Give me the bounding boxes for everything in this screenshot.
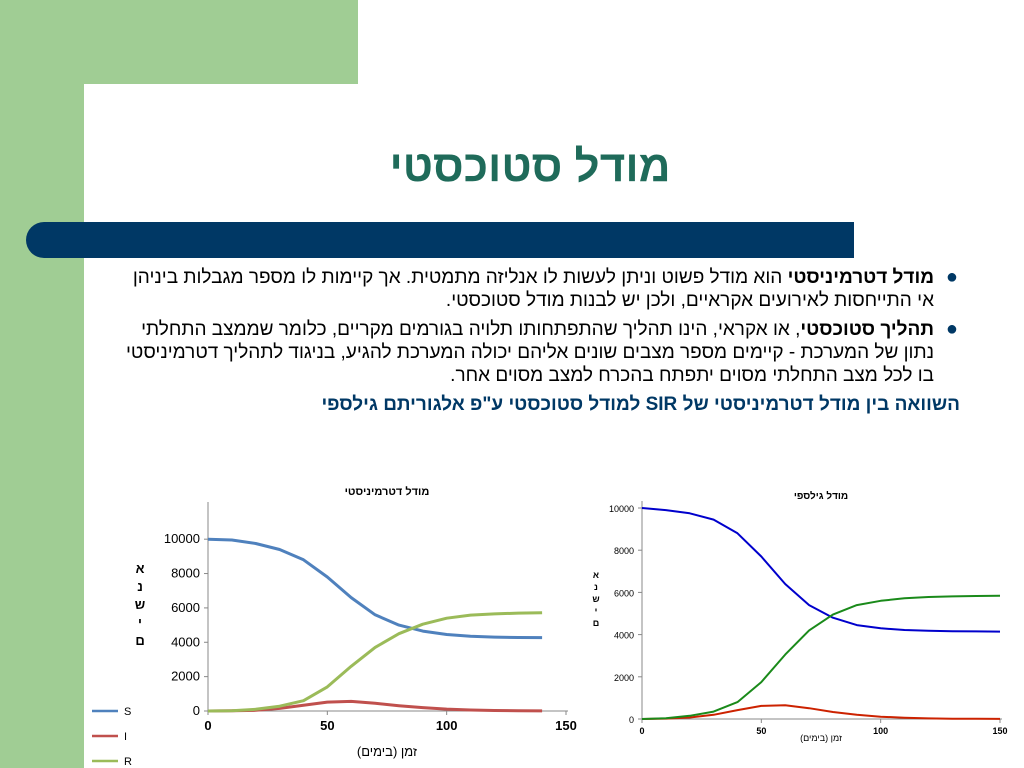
x-tick-label: 0 (204, 718, 211, 733)
chart-gillespie: מודל גילספי 0 2000 4000 6000 8000 10000 0 50 100 1… (592, 490, 1007, 743)
bullet-text: הוא מודל פשוט וניתן לעשות לו אנליזה מתמט… (132, 267, 934, 311)
y-axis-label-letter: ם (135, 633, 144, 648)
decor-green-side (0, 84, 84, 768)
series-line-S (207, 537, 543, 640)
y-tick-label: 4000 (171, 634, 200, 649)
y-tick-label: 8000 (171, 566, 200, 581)
y-tick-label: 10000 (609, 504, 634, 514)
decor-rounded-corner (84, 84, 144, 144)
title-underline-bar (26, 222, 854, 258)
x-tick-label: 0 (639, 726, 644, 736)
chart-title: מודל גילספי (794, 490, 848, 502)
y-tick-label: 4000 (614, 631, 634, 641)
x-tick-label: 150 (992, 726, 1007, 736)
series-line-I (641, 704, 1001, 720)
legend-label: R (124, 756, 132, 768)
y-axis-label-letter: י (138, 615, 142, 630)
legend-label: S (124, 706, 131, 718)
slide-title: מודל סטוכסטי (389, 142, 671, 191)
y-tick-label: 2000 (171, 669, 200, 684)
chart-title: מודל דטרמיניסטי (345, 485, 430, 498)
decor-green-block (0, 0, 358, 84)
legend-label: I (124, 731, 127, 743)
y-axis-label-letter: א (593, 570, 599, 580)
x-tick-label: 150 (555, 718, 577, 733)
x-axis-label: זמן (בימים) (800, 733, 842, 743)
y-tick-label: 6000 (171, 600, 200, 615)
bullet-term: מודל דטרמיניסטי (787, 267, 934, 288)
x-axis-label: זמן (בימים) (357, 744, 418, 759)
y-axis-label-letter: ש (592, 594, 599, 604)
y-axis-label-letter: י (595, 606, 598, 616)
y-tick-label: 6000 (614, 588, 634, 598)
bullet-dot-icon: ● (945, 266, 958, 288)
bullet-text: , או אקראי, הינו תהליך שהתפתחותו תלויה ב… (126, 319, 934, 386)
x-tick-label: 50 (756, 726, 766, 736)
x-tick-label: 100 (873, 726, 888, 736)
y-tick-label: 2000 (614, 673, 634, 683)
series-line-S (641, 507, 1001, 633)
y-axis-label-letter: ש (135, 597, 145, 612)
comparison-heading: השוואה בין מודל דטרמיניסטי של SIR למודל … (321, 394, 960, 415)
y-axis-label-letter: ם (593, 618, 599, 628)
y-axis-label-letter: נ (137, 579, 143, 594)
x-tick-label: 100 (436, 718, 458, 733)
chart-deterministic: מודל דטרמיניסטי 0 2000 4000 6000 8000 10000 0 50… (92, 485, 577, 768)
series-line-R (641, 594, 1001, 720)
bullet-term: תהליך סטוכסטי (800, 319, 934, 340)
x-tick-label: 50 (320, 718, 334, 733)
y-axis-label-letter: נ (594, 582, 598, 592)
y-tick-label: 8000 (614, 546, 634, 556)
y-tick-label: 10000 (164, 531, 200, 546)
bullet-dot-icon: ● (945, 318, 958, 340)
series-line-R (207, 611, 543, 713)
bullet-stochastic: ● תהליך סטוכסטי, או אקראי, הינו תהליך שה… (120, 318, 960, 387)
slide-content: ● מודל דטרמיניסטי הוא מודל פשוט וניתן לע… (120, 266, 960, 416)
bullet-deterministic: ● מודל דטרמיניסטי הוא מודל פשוט וניתן לע… (120, 266, 960, 312)
y-tick-label: 0 (193, 703, 200, 718)
y-axis-label-letter: א (136, 561, 145, 576)
y-tick-label: 0 (629, 715, 634, 725)
